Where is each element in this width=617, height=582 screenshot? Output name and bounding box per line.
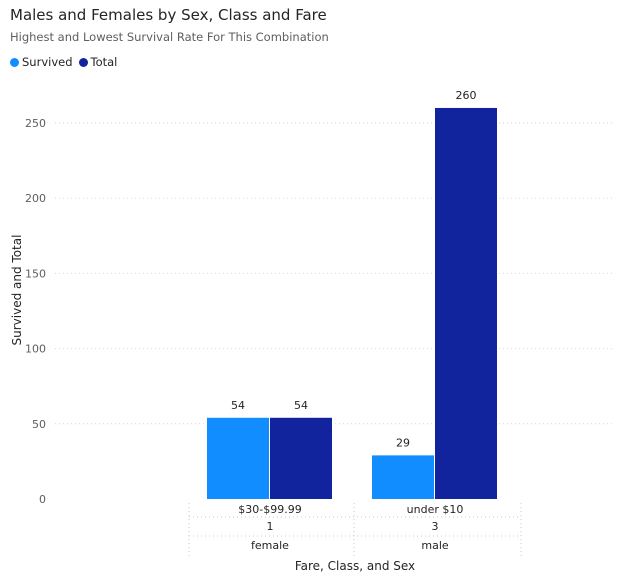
- chart-subtitle: Highest and Lowest Survival Rate For Thi…: [10, 30, 329, 44]
- legend-swatch-survived: [10, 57, 19, 67]
- legend-item-total[interactable]: Total: [78, 55, 118, 69]
- data-label: 54: [294, 399, 308, 412]
- x-tick-label-sex: male: [421, 539, 449, 552]
- y-tick-label: 200: [25, 192, 46, 205]
- bar-total: [270, 417, 332, 499]
- y-tick-label: 250: [25, 117, 46, 130]
- x-tick-label-fare: under $10: [407, 503, 464, 516]
- bar-survived: [372, 455, 434, 499]
- bar-total: [435, 107, 497, 500]
- x-axis-label: Fare, Class, and Sex: [295, 559, 415, 573]
- data-label: 260: [456, 89, 477, 102]
- data-label: 29: [396, 436, 410, 449]
- bar-survived: [207, 417, 269, 499]
- legend-label-survived: Survived: [22, 55, 73, 69]
- y-tick-label: 150: [25, 267, 46, 280]
- x-tick-label-class: 3: [432, 520, 439, 533]
- x-tick-label-fare: $30-$99.99: [238, 503, 301, 516]
- legend-item-survived[interactable]: Survived: [10, 55, 73, 69]
- data-label: 54: [231, 399, 245, 412]
- legend: Survived Total: [10, 55, 123, 69]
- legend-swatch-total: [78, 57, 88, 67]
- chart-title: Males and Females by Sex, Class and Fare: [10, 6, 327, 24]
- legend-label-total: Total: [90, 55, 118, 69]
- y-tick-label: 100: [25, 343, 46, 356]
- y-tick-label: 50: [32, 418, 46, 431]
- y-axis-label: Survived and Total: [10, 235, 24, 346]
- x-tick-label-class: 1: [267, 520, 274, 533]
- y-tick-label: 0: [39, 493, 46, 506]
- x-tick-label-sex: female: [251, 539, 289, 552]
